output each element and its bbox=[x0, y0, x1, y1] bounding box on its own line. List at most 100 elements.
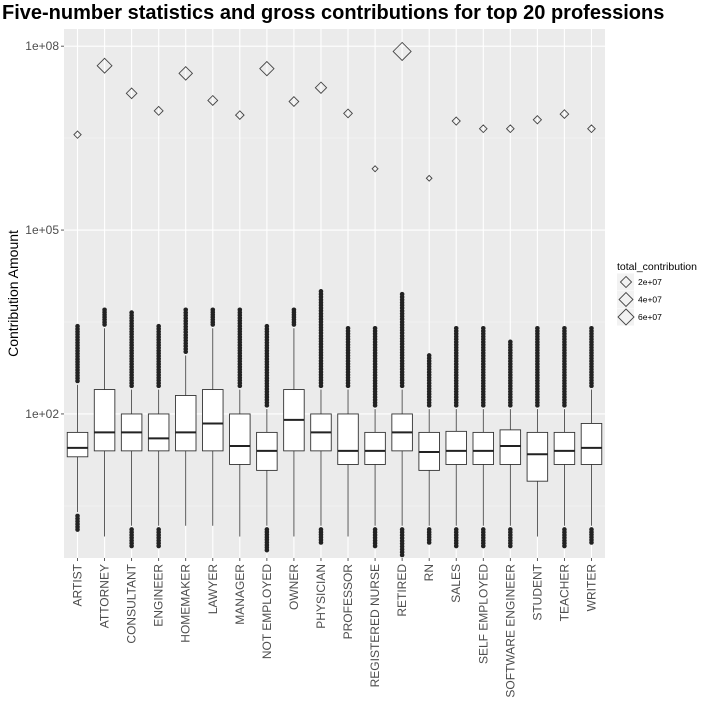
total-marker-owner bbox=[288, 96, 300, 108]
box-attorney bbox=[93, 389, 116, 452]
box-self-employed bbox=[472, 431, 495, 465]
outlier-points bbox=[75, 289, 594, 558]
outlier-high-student bbox=[535, 325, 540, 331]
total-marker-retired bbox=[392, 41, 412, 62]
outlier-low-physician bbox=[318, 540, 324, 545]
x-tick-label-registered-nurse: REGISTERED NURSE bbox=[368, 564, 382, 687]
plot-panel bbox=[64, 29, 605, 558]
total-marker-sales bbox=[451, 116, 461, 126]
total-marker-artist bbox=[73, 130, 82, 139]
y-tick-label: 1e+08 bbox=[25, 39, 59, 53]
total-marker-teacher bbox=[559, 109, 570, 120]
x-tick-label-attorney: ATTORNEY bbox=[98, 564, 112, 628]
total-markers bbox=[73, 41, 596, 182]
outlier-low-sales bbox=[453, 543, 459, 549]
outlier-high-physician bbox=[318, 289, 324, 294]
outlier-low-teacher bbox=[562, 543, 567, 549]
box-software-engineer bbox=[499, 429, 522, 465]
legend-diamond bbox=[618, 291, 634, 308]
total-marker-professor bbox=[343, 108, 353, 119]
legend: total_contribution 2e+07 4e+07 6e+07 bbox=[617, 261, 697, 326]
total-marker-registered-nurse bbox=[371, 165, 379, 173]
outlier-low-not-employed bbox=[264, 547, 270, 553]
plot-background bbox=[64, 29, 605, 558]
legend-label: 6e+07 bbox=[638, 312, 662, 322]
outlier-high-engineer bbox=[156, 323, 161, 329]
x-tick-label-sales: SALES bbox=[449, 564, 463, 603]
x-tick-label-homemaker: HOMEMAKER bbox=[179, 564, 193, 643]
total-marker-self-employed bbox=[478, 124, 488, 134]
outlier-high-registered-nurse bbox=[372, 325, 378, 331]
box-homemaker bbox=[174, 395, 197, 452]
total-marker-rn bbox=[425, 174, 433, 182]
total-marker-homemaker bbox=[178, 66, 194, 81]
outlier-high-not-employed bbox=[264, 323, 270, 329]
y-tick-label: 1e+05 bbox=[25, 223, 59, 237]
legend-diamond bbox=[617, 308, 635, 326]
outlier-low-software-engineer bbox=[508, 543, 513, 549]
total-marker-physician bbox=[314, 81, 328, 94]
x-tick-label-professor: PROFESSOR bbox=[341, 564, 355, 640]
legend-diamond bbox=[619, 275, 633, 289]
x-tick-label-physician: PHYSICIAN bbox=[314, 564, 328, 629]
box-writer bbox=[580, 422, 603, 465]
outlier-high-sales bbox=[453, 325, 459, 331]
total-marker-attorney bbox=[96, 57, 113, 74]
outlier-low-artist bbox=[75, 527, 80, 532]
outlier-low-retired bbox=[399, 552, 405, 558]
outlier-low-writer bbox=[589, 540, 594, 545]
x-tick-label-consultant: CONSULTANT bbox=[125, 563, 139, 643]
outlier-low-self-employed bbox=[480, 543, 486, 549]
outlier-high-self-employed bbox=[480, 325, 486, 331]
outlier-high-teacher bbox=[562, 325, 567, 331]
total-marker-manager bbox=[234, 110, 245, 121]
whiskers bbox=[77, 328, 592, 537]
outlier-low-registered-nurse bbox=[372, 543, 378, 549]
total-marker-student bbox=[532, 115, 543, 125]
box-engineer bbox=[147, 413, 170, 452]
y-axis-title: Contribution Amount bbox=[5, 230, 21, 357]
x-tick-label-artist: ARTIST bbox=[71, 563, 85, 606]
outlier-high-writer bbox=[589, 325, 594, 331]
box-artist bbox=[66, 431, 89, 458]
outlier-high-software-engineer bbox=[508, 339, 513, 345]
outlier-high-lawyer bbox=[210, 307, 216, 313]
x-tick-label-rn: RN bbox=[422, 564, 436, 581]
outlier-high-rn bbox=[426, 353, 432, 358]
total-marker-software-engineer bbox=[505, 124, 515, 134]
legend-key bbox=[617, 291, 634, 308]
legend-title: total_contribution bbox=[617, 261, 697, 273]
total-marker-writer bbox=[587, 124, 596, 134]
y-tick-label: 1e+02 bbox=[25, 407, 59, 421]
x-tick-label-manager: MANAGER bbox=[233, 564, 247, 625]
outlier-high-artist bbox=[75, 323, 80, 329]
x-tick-label-lawyer: LAWYER bbox=[206, 564, 220, 615]
outlier-high-attorney bbox=[102, 307, 107, 313]
outlier-high-manager bbox=[237, 307, 243, 313]
total-marker-lawyer bbox=[207, 94, 219, 107]
box-teacher bbox=[553, 431, 576, 465]
box-manager bbox=[229, 413, 251, 465]
boxes bbox=[66, 389, 603, 482]
legend-key bbox=[617, 273, 634, 291]
legend-key bbox=[617, 308, 634, 326]
box-sales bbox=[445, 430, 467, 465]
x-tick-label-self-employed: SELF EMPLOYED bbox=[476, 564, 490, 664]
axes: 1e+02 1e+05 1e+08 Contribution Amount ARTIST… bbox=[5, 39, 598, 697]
outlier-high-professor bbox=[345, 325, 351, 331]
outlier-high-homemaker bbox=[183, 307, 189, 313]
x-tick-label-student: STUDENT bbox=[530, 563, 544, 620]
box-registered-nurse bbox=[364, 431, 386, 465]
total-marker-not-employed bbox=[259, 60, 275, 77]
legend-label: 2e+07 bbox=[638, 277, 662, 287]
total-marker-consultant bbox=[125, 87, 138, 100]
chart-title: Five-number statistics and gross contrib… bbox=[2, 2, 665, 24]
box-student bbox=[526, 431, 549, 482]
outlier-high-retired bbox=[399, 291, 405, 297]
x-tick-label-engineer: ENGINEER bbox=[152, 564, 166, 627]
outlier-high-consultant bbox=[129, 310, 134, 315]
x-tick-label-not-employed: NOT EMPLOYED bbox=[260, 564, 274, 659]
box-professor bbox=[337, 413, 359, 465]
legend-label: 4e+07 bbox=[638, 295, 662, 305]
